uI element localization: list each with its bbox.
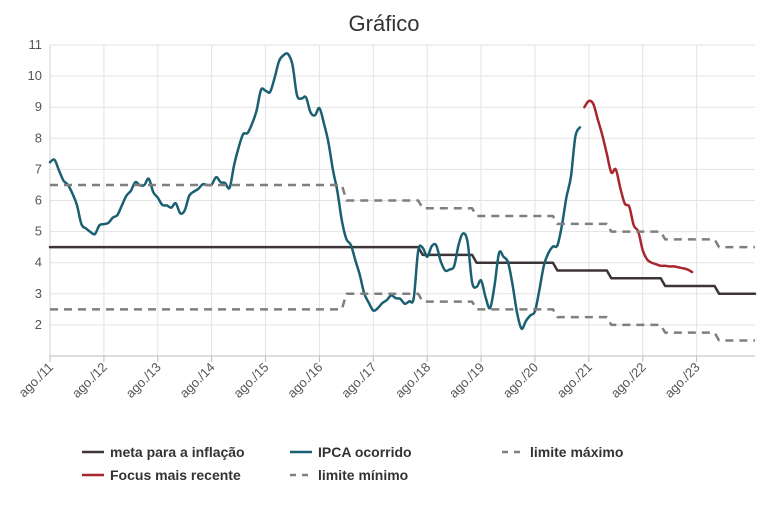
y-tick-label: 7 <box>35 161 42 176</box>
x-tick-label: ago./19 <box>446 360 487 401</box>
y-tick-label: 3 <box>35 286 42 301</box>
legend-label-meta-para-a-inflacao: meta para a inflação <box>110 444 245 460</box>
x-tick-label: ago./14 <box>177 360 218 401</box>
y-tick-label: 10 <box>28 68 42 83</box>
x-tick-label: ago./23 <box>661 360 702 401</box>
x-tick-label: ago./21 <box>554 360 595 401</box>
y-tick-label: 2 <box>35 317 42 332</box>
legend: meta para a inflação IPCA ocorrido limite … <box>82 444 623 483</box>
x-tick-label: ago./13 <box>123 360 164 401</box>
x-tick-label: ago./15 <box>230 360 271 401</box>
x-tick-label: ago./12 <box>69 360 110 401</box>
series-line-limite-minimo <box>50 292 755 342</box>
y-tick-label: 11 <box>29 37 43 52</box>
x-tick-label: ago./22 <box>608 360 649 401</box>
legend-label-focus-mais-recente: Focus mais recente <box>110 467 241 483</box>
x-axis: ago./11 ago./12 ago./13 ago./14 ago./15 ago./… <box>16 356 703 401</box>
x-tick-label: ago./16 <box>284 360 325 401</box>
x-tick-label: ago./18 <box>392 360 433 401</box>
series-lines <box>48 52 757 342</box>
x-tick-label: ago./20 <box>500 360 541 401</box>
legend-label-limite-maximo: limite máximo <box>530 444 623 460</box>
series-line-meta-para-a-inflacao <box>48 245 757 296</box>
grid-lines <box>49 44 755 357</box>
series-line-ipca-ocorrido <box>48 52 582 331</box>
legend-label-ipca-ocorrido: IPCA ocorrido <box>318 444 412 460</box>
series-line-limite-maximo <box>50 183 755 249</box>
x-tick-label: ago./17 <box>338 360 379 401</box>
y-tick-label: 5 <box>35 224 42 239</box>
y-tick-label: 6 <box>35 193 42 208</box>
y-tick-label: 9 <box>35 99 42 114</box>
y-axis: 2 3 4 5 6 7 8 9 10 11 <box>28 37 42 332</box>
chart-title: Gráfico <box>349 11 420 36</box>
series-line-focus-mais-recente <box>583 99 694 274</box>
x-tick-label: ago./11 <box>16 360 57 401</box>
y-tick-label: 4 <box>35 255 42 270</box>
legend-label-limite-minimo: limite mínimo <box>318 467 408 483</box>
y-tick-label: 8 <box>35 130 42 145</box>
